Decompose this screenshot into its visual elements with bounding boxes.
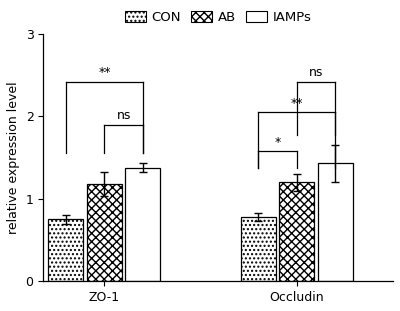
- Text: ns: ns: [116, 109, 131, 122]
- Bar: [318, 163, 353, 281]
- Bar: [48, 220, 84, 281]
- Legend: CON, AB, IAMPs: CON, AB, IAMPs: [120, 6, 317, 29]
- Bar: [279, 182, 314, 281]
- Bar: [87, 184, 122, 281]
- Text: ns: ns: [309, 66, 323, 79]
- Text: *: *: [274, 136, 281, 149]
- Text: **: **: [98, 66, 111, 79]
- Text: **: **: [291, 97, 303, 110]
- Bar: [126, 168, 160, 281]
- Bar: [241, 217, 276, 281]
- Y-axis label: relative expression level: relative expression level: [7, 81, 20, 234]
